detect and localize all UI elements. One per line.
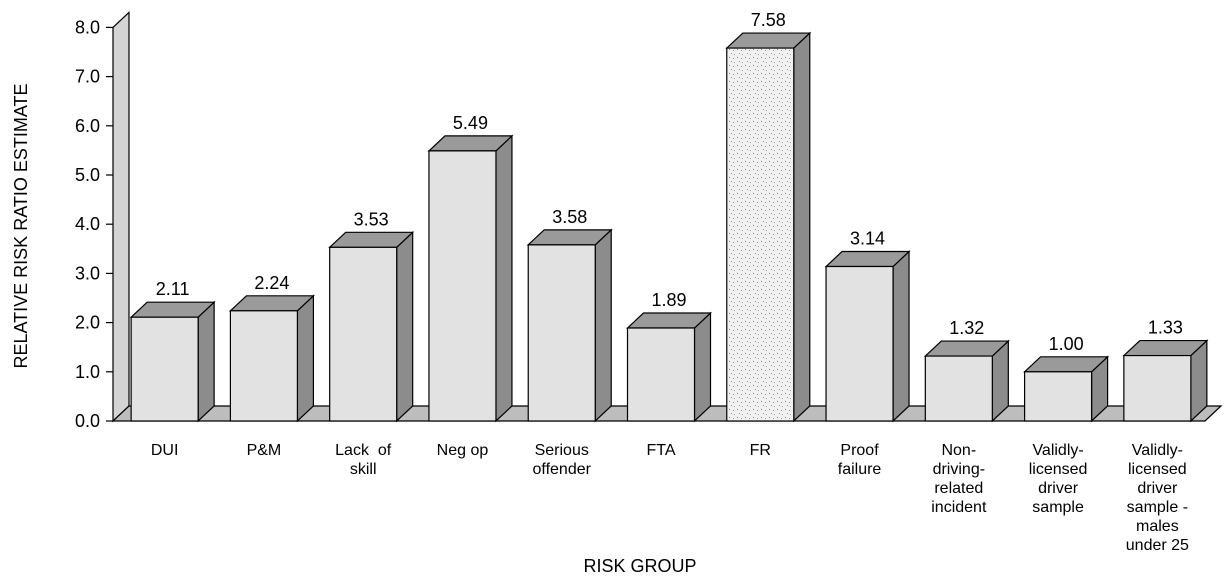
x-category-label-line: licensed [1128,461,1187,478]
x-category-label-line: licensed [1029,461,1088,478]
x-category-label-line: FR [750,442,771,459]
x-category-label-line: sample [1032,499,1084,516]
bar-side [396,230,414,423]
x-category-label-line: Proof [840,442,879,459]
bar-value-label: 7.58 [751,10,786,30]
bar-value-label: 3.53 [354,209,389,229]
bar [726,47,795,422]
labels-layer: 2.11 DUI 2.24 P&M 3.53 Lack of skill 5.49 Neg op… [151,10,1189,554]
bar-value-label: 1.00 [1049,334,1084,354]
bar-group [824,250,911,423]
y-tick-label: 6.0 [75,116,100,136]
x-category-label-line: DUI [151,442,179,459]
x-category-label: P&M [247,442,282,459]
y-tick-label: 7.0 [75,67,100,87]
bar [924,355,993,422]
bar [626,327,696,422]
bar-side [197,300,215,423]
bar-group [526,228,613,423]
bar-side [495,134,513,423]
bar-group [129,300,216,423]
bar-value-label: 2.24 [254,273,289,293]
bar [229,310,299,422]
x-category-label: Non-driving-related incident [931,442,987,516]
x-category-label: FR [750,442,771,459]
bar-group [328,230,415,423]
x-category-label-line: sample - [1127,499,1188,516]
bar-value-label: 2.11 [156,279,190,299]
x-category-label-line: Lack of [335,442,392,459]
x-category-label-line: Non- [941,442,976,459]
x-category-label-line: males [1136,518,1179,535]
x-category-label-line: FTA [646,442,675,459]
x-category-label: Proof failure [838,442,882,478]
bar-group [228,294,315,423]
bar-value-label: 5.49 [453,113,488,133]
x-category-label: Lack of skill [335,442,392,478]
x-category-label-line: related [934,480,983,497]
x-category-label: Validly-licensed driver sample [1029,442,1088,516]
bar [130,316,199,422]
bar-value-label: 1.33 [1148,318,1183,338]
x-category-label-line: failure [838,461,882,478]
bar-side [296,294,315,423]
bar-group [923,339,1010,423]
bar-group [725,31,812,423]
y-tick-label: 0.0 [75,411,100,431]
x-category-label-line: offender [533,461,592,478]
x-category-label-line: incident [931,499,987,516]
x-category-label-line: P&M [247,442,282,459]
x-category-label: DUI [151,442,179,459]
bar-side [892,250,910,423]
x-category-label-line: Neg op [437,442,489,459]
bar-side [693,311,712,423]
bar-side [793,31,811,423]
bar [527,244,596,422]
y-tick-label: 1.0 [75,362,100,382]
bar [1123,354,1192,422]
x-category-label-line: driver [1038,480,1079,497]
y-tick-label: 4.0 [75,214,100,234]
bar-group [1122,339,1209,423]
bar [329,246,398,422]
x-category-label: Serious offender [533,442,592,478]
x-category-label-line: under 25 [1126,537,1189,554]
bar [825,265,894,422]
bar [428,150,497,422]
bar-group [625,311,713,423]
y-tick-label: 3.0 [75,263,100,283]
bar-side [594,228,612,423]
bar-value-label: 1.32 [949,318,984,338]
y-tick-label: 8.0 [75,17,100,37]
y-axis-title: RELATIVE RISK RATIO ESTIMATE [11,83,31,368]
bar-group [427,134,514,423]
x-category-label-line: driver [1137,480,1178,497]
bar-value-label: 1.89 [651,290,686,310]
x-category-label: FTA [646,442,675,459]
bar [1023,371,1093,422]
bar-value-label: 3.14 [850,229,885,249]
bar-group [1023,355,1110,423]
x-axis-title: RISK GROUP [583,556,696,576]
x-category-label: Validly-licensed driver sample - males under… [1126,442,1189,554]
x-category-label-line: Serious [535,442,589,459]
x-category-label-line: Validly- [1032,442,1083,459]
x-category-label-line: Validly- [1132,442,1183,459]
x-category-label-line: driving- [933,461,985,478]
bar-value-label: 3.58 [552,207,587,227]
y-axis-wall [112,11,130,423]
x-category-label: Neg op [437,442,489,459]
y-tick-label: 2.0 [75,313,100,333]
y-tick-label: 5.0 [75,165,100,185]
bars-layer [129,31,1209,423]
x-category-label-line: skill [350,461,377,478]
